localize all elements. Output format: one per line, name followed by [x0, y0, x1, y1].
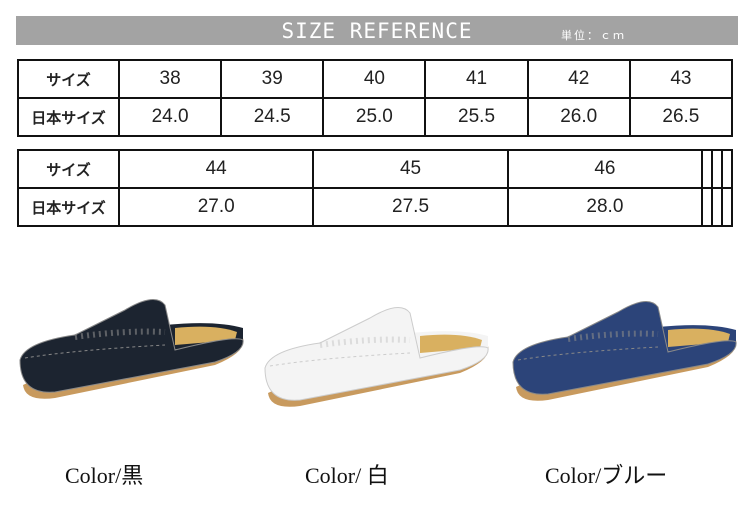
jp-size-cell: 25.0 [322, 97, 427, 137]
jp-size-cell: 28.0 [506, 187, 704, 227]
size-cell: 38 [117, 59, 223, 99]
size-cell [721, 149, 733, 189]
jp-size-cell: 25.5 [424, 97, 529, 137]
size-cell: 45 [312, 149, 509, 189]
size-cell: 40 [322, 59, 427, 99]
size-cell: 46 [506, 149, 704, 189]
color-label-black: Color/黒 [65, 463, 144, 488]
table-row: サイズ 38 39 40 41 42 43 [17, 59, 734, 99]
jp-size-cell [711, 187, 724, 227]
header-cell: 日本サイズ [17, 97, 120, 137]
table-row: サイズ 44 45 46 [17, 149, 733, 189]
size-cell: 43 [628, 59, 734, 99]
size-table-1: サイズ 38 39 40 41 42 43 日本サイズ 24.0 24.5 25… [17, 59, 734, 137]
color-label-blue: Color/ブルー [545, 463, 668, 488]
header-cell: サイズ [17, 59, 120, 99]
size-cell: 41 [424, 59, 529, 99]
jp-size-cell [721, 187, 733, 227]
color-label-white: Color/ 白 [305, 463, 389, 488]
size-cell: 42 [526, 59, 631, 99]
header-cell: サイズ [17, 149, 120, 189]
size-reference-banner: SIZE REFERENCE 単位：ｃｍ [16, 16, 738, 45]
jp-size-cell [701, 187, 714, 227]
table-row: 日本サイズ 27.0 27.5 28.0 [17, 187, 733, 227]
header-cell: 日本サイズ [17, 187, 120, 227]
banner-title: SIZE REFERENCE [281, 19, 473, 43]
jp-size-cell: 24.5 [220, 97, 325, 137]
table-row: 日本サイズ 24.0 24.5 25.0 25.5 26.0 26.5 [17, 97, 734, 137]
size-cell [711, 149, 724, 189]
unit-label: 単位：ｃｍ [561, 30, 626, 42]
size-cell: 44 [117, 149, 315, 189]
size-cell: 39 [220, 59, 325, 99]
white-shoe-image [264, 307, 489, 407]
jp-size-cell: 24.0 [117, 97, 223, 137]
size-table-2: サイズ 44 45 46 日本サイズ 27.0 27.5 28.0 [17, 149, 733, 227]
jp-size-cell: 27.0 [117, 187, 315, 227]
jp-size-cell: 27.5 [312, 187, 509, 227]
size-cell [701, 149, 714, 189]
jp-size-cell: 26.0 [526, 97, 631, 137]
blue-shoe-image [512, 301, 737, 401]
jp-size-cell: 26.5 [628, 97, 734, 137]
black-shoe-image [19, 299, 244, 399]
